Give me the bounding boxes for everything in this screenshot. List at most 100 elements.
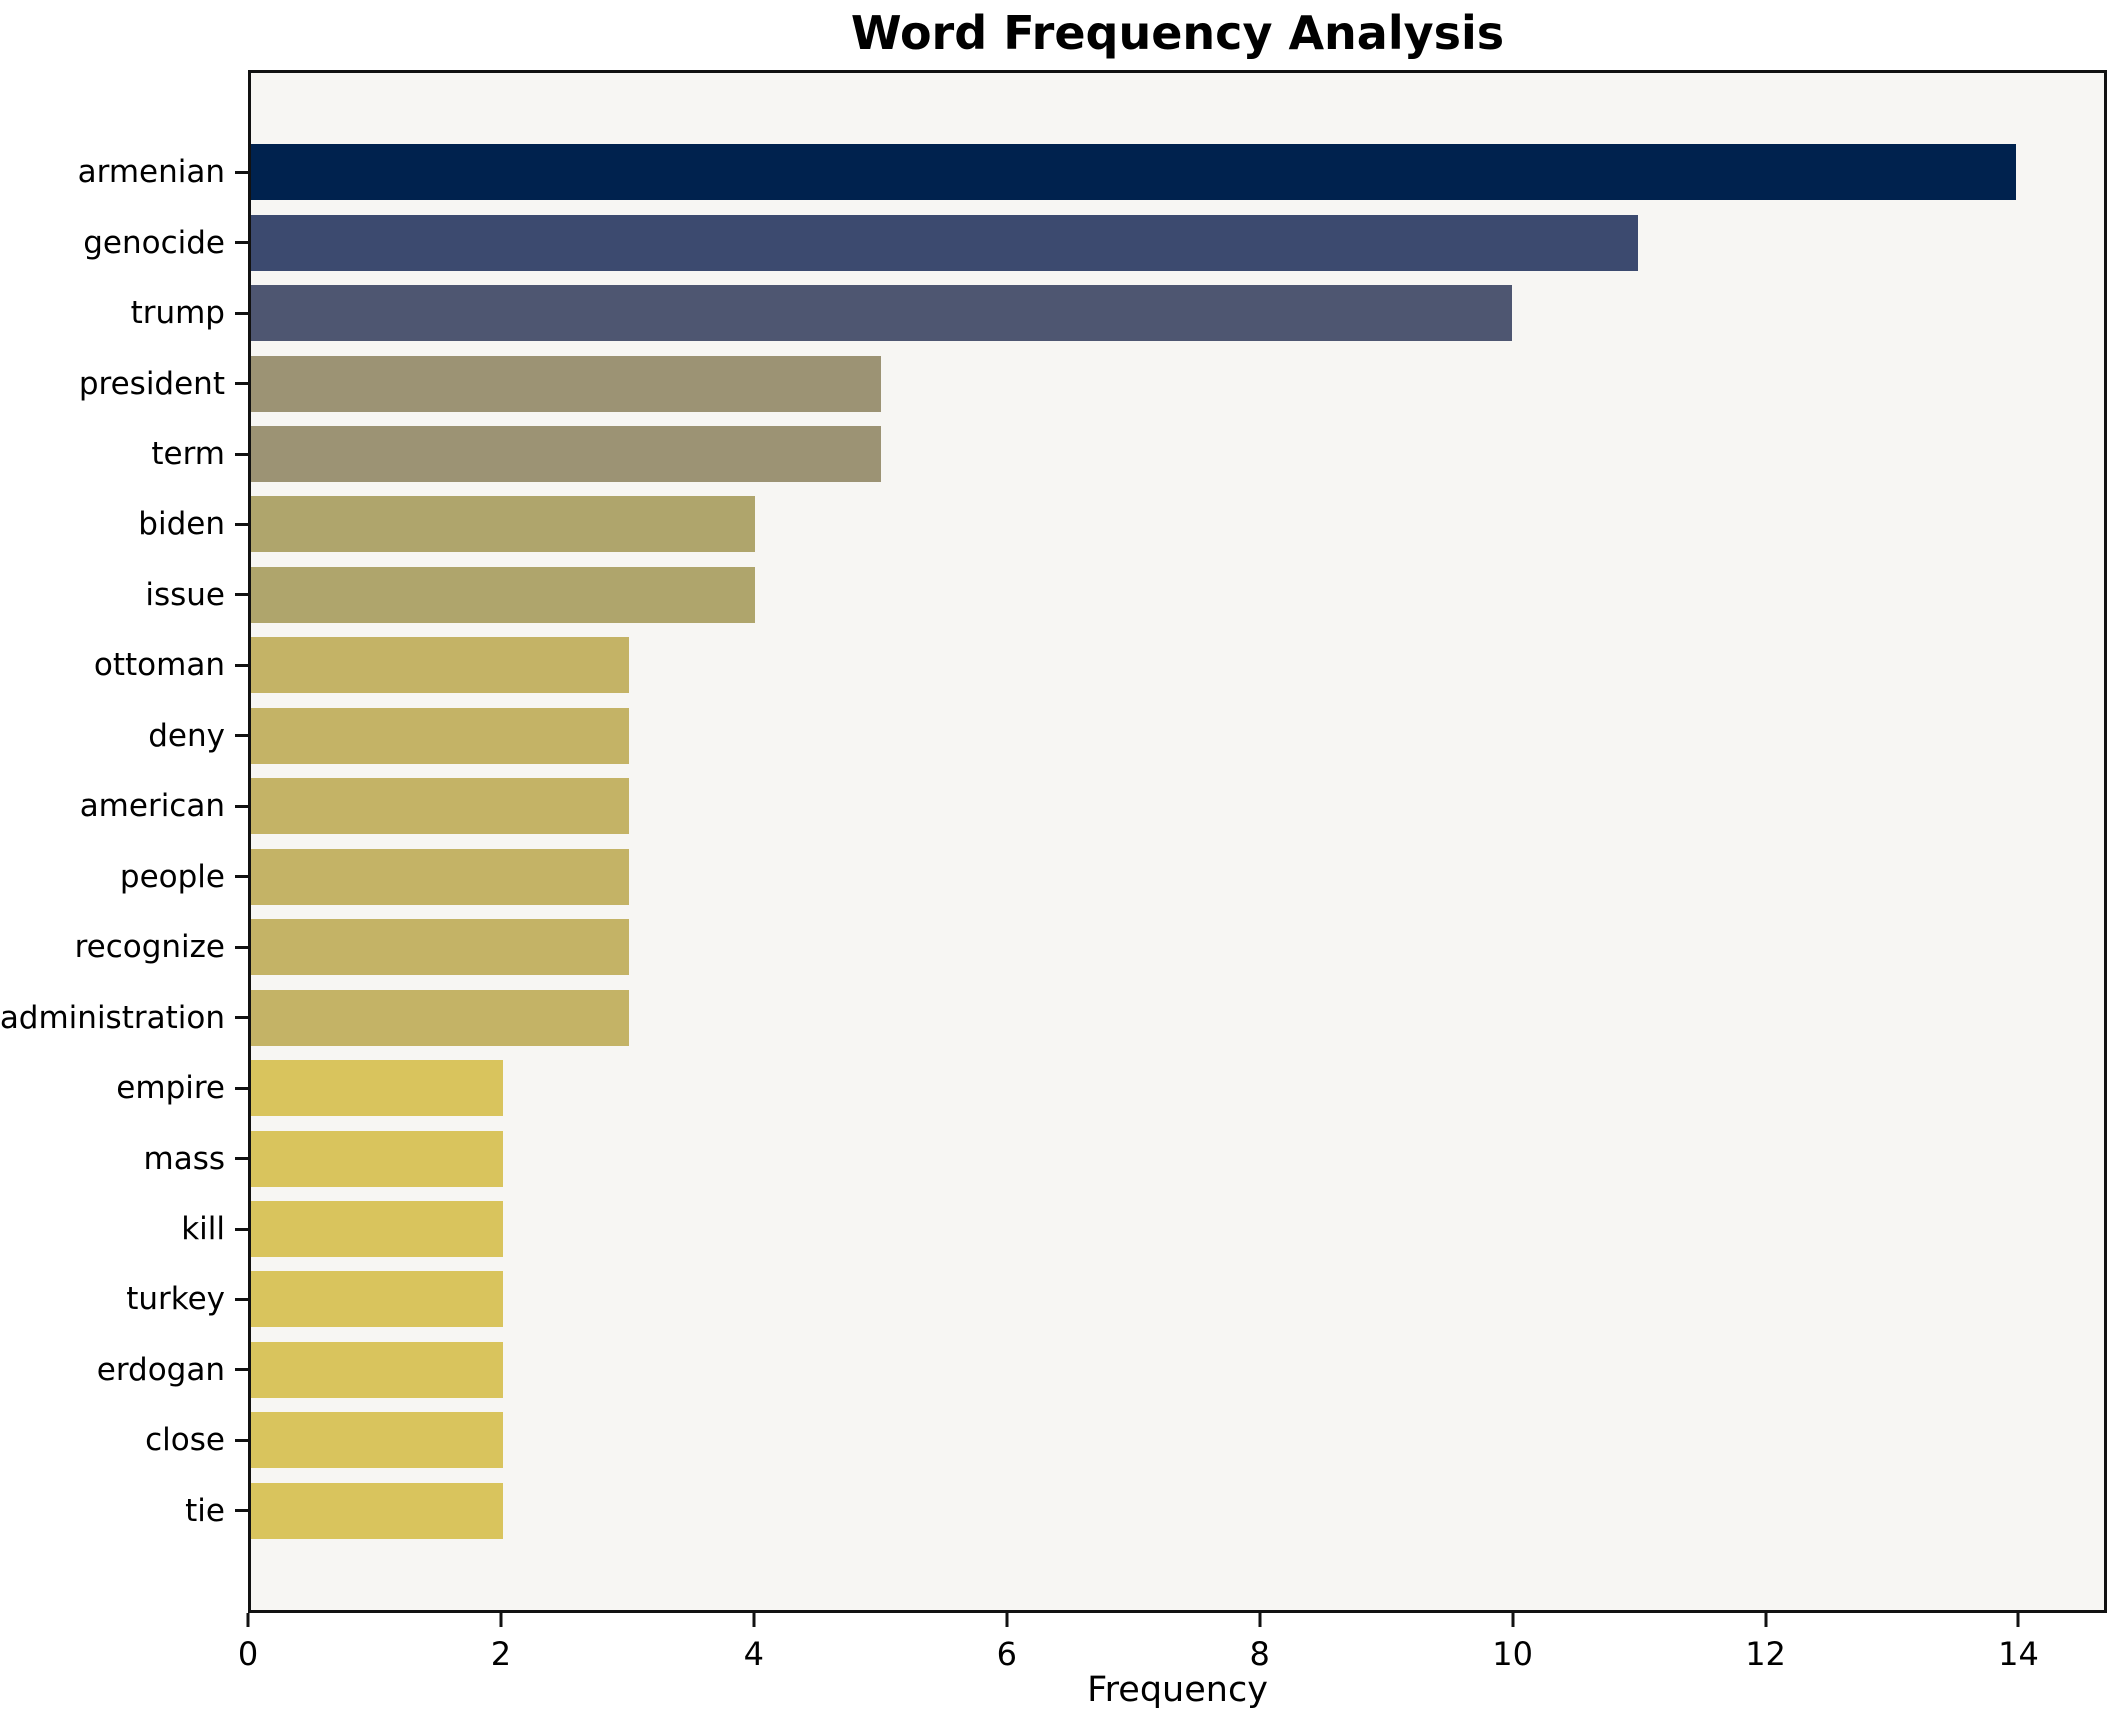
y-tick-mark xyxy=(235,804,248,808)
bar-row-term xyxy=(251,419,2104,489)
y-tick-row-administration: administration xyxy=(0,982,248,1052)
y-tick-label: american xyxy=(79,788,225,825)
bar-row-armenian xyxy=(251,137,2104,207)
y-tick-label: armenian xyxy=(77,154,225,191)
bar-mass xyxy=(251,1130,504,1187)
bar-armenian xyxy=(251,144,2016,201)
y-tick-label: empire xyxy=(116,1070,225,1107)
bar-row-turkey xyxy=(251,1264,2104,1334)
x-tick-mark xyxy=(1511,1613,1515,1627)
plot-area xyxy=(248,70,2107,1613)
bar-tie xyxy=(251,1482,504,1539)
y-tick-label: biden xyxy=(138,506,225,543)
x-tick-label: 12 xyxy=(1745,1635,1786,1673)
y-tick-mark xyxy=(235,945,248,949)
bar-row-close xyxy=(251,1405,2104,1475)
x-tick-label: 10 xyxy=(1492,1635,1533,1673)
x-axis-label: Frequency xyxy=(1087,1670,1268,1710)
y-tick-mark xyxy=(235,1438,248,1442)
x-tick-mark xyxy=(1764,1613,1768,1627)
bar-row-ottoman xyxy=(251,630,2104,700)
bar-row-erdogan xyxy=(251,1335,2104,1405)
y-tick-label: genocide xyxy=(83,224,225,261)
x-tick-mark xyxy=(499,1613,503,1627)
y-tick-mark xyxy=(235,1016,248,1020)
bar-row-administration xyxy=(251,982,2104,1052)
y-tick-row-turkey: turkey xyxy=(0,1264,248,1334)
x-tick-mark xyxy=(1258,1613,1262,1627)
x-tick-mark xyxy=(1005,1613,1009,1627)
y-tick-mark xyxy=(235,170,248,174)
y-tick-row-american: american xyxy=(0,771,248,841)
bar-recognize xyxy=(251,919,630,976)
chart-title: Word Frequency Analysis xyxy=(850,6,1505,60)
bar-row-mass xyxy=(251,1123,2104,1193)
bar-biden xyxy=(251,496,756,553)
y-tick-row-people: people xyxy=(0,842,248,912)
y-tick-row-empire: empire xyxy=(0,1053,248,1123)
y-tick-label: president xyxy=(78,365,225,402)
y-tick-mark xyxy=(235,1297,248,1301)
bar-term xyxy=(251,426,882,483)
bar-row-biden xyxy=(251,489,2104,559)
bar-american xyxy=(251,778,630,835)
y-tick-label: mass xyxy=(143,1140,226,1177)
bar-row-empire xyxy=(251,1053,2104,1123)
x-tick-label: 4 xyxy=(743,1635,765,1673)
y-tick-label: deny xyxy=(148,717,225,754)
y-tick-label: erdogan xyxy=(96,1351,225,1388)
x-tick-label: 6 xyxy=(996,1635,1017,1673)
y-tick-row-recognize: recognize xyxy=(0,912,248,982)
bar-genocide xyxy=(251,214,1638,271)
bar-ottoman xyxy=(251,637,630,694)
y-tick-row-kill: kill xyxy=(0,1194,248,1264)
bar-row-president xyxy=(251,348,2104,418)
x-tick-mark xyxy=(2016,1613,2020,1627)
y-tick-row-tie: tie xyxy=(0,1476,248,1546)
x-tick-label: 8 xyxy=(1249,1635,1270,1673)
x-tick-mark xyxy=(246,1613,250,1627)
bar-erdogan xyxy=(251,1341,504,1398)
bar-people xyxy=(251,848,630,905)
y-tick-mark xyxy=(235,452,248,456)
y-tick-label: turkey xyxy=(126,1281,225,1318)
y-tick-row-trump: trump xyxy=(0,278,248,348)
y-tick-mark xyxy=(235,663,248,667)
bar-close xyxy=(251,1412,504,1469)
y-axis-labels: armenian genocide trump president term biden i… xyxy=(0,70,248,1613)
bar-kill xyxy=(251,1201,504,1258)
y-tick-label: issue xyxy=(145,576,225,613)
y-tick-row-erdogan: erdogan xyxy=(0,1335,248,1405)
y-tick-label: administration xyxy=(0,999,225,1036)
y-tick-row-president: president xyxy=(0,348,248,418)
y-tick-mark xyxy=(235,522,248,526)
y-tick-label: term xyxy=(151,436,225,473)
bar-row-issue xyxy=(251,560,2104,630)
y-tick-mark xyxy=(235,734,248,738)
bar-president xyxy=(251,355,882,412)
y-tick-label: recognize xyxy=(74,929,225,966)
y-tick-row-ottoman: ottoman xyxy=(0,630,248,700)
y-tick-mark xyxy=(235,593,248,597)
y-tick-row-term: term xyxy=(0,419,248,489)
bar-row-american xyxy=(251,771,2104,841)
y-tick-mark xyxy=(235,1227,248,1231)
y-tick-row-biden: biden xyxy=(0,489,248,559)
bar-row-trump xyxy=(251,278,2104,348)
bar-issue xyxy=(251,566,756,623)
y-tick-row-deny: deny xyxy=(0,701,248,771)
y-tick-mark xyxy=(235,311,248,315)
x-tick-label: 14 xyxy=(1998,1635,2039,1673)
y-tick-mark xyxy=(235,1509,248,1513)
y-tick-row-close: close xyxy=(0,1405,248,1475)
bar-row-people xyxy=(251,842,2104,912)
y-tick-label: people xyxy=(119,858,225,895)
bar-row-deny xyxy=(251,701,2104,771)
y-tick-label: trump xyxy=(130,295,225,332)
y-tick-row-armenian: armenian xyxy=(0,137,248,207)
y-tick-mark xyxy=(235,875,248,879)
bar-row-genocide xyxy=(251,207,2104,277)
bar-row-tie xyxy=(251,1476,2104,1546)
bar-empire xyxy=(251,1060,504,1117)
